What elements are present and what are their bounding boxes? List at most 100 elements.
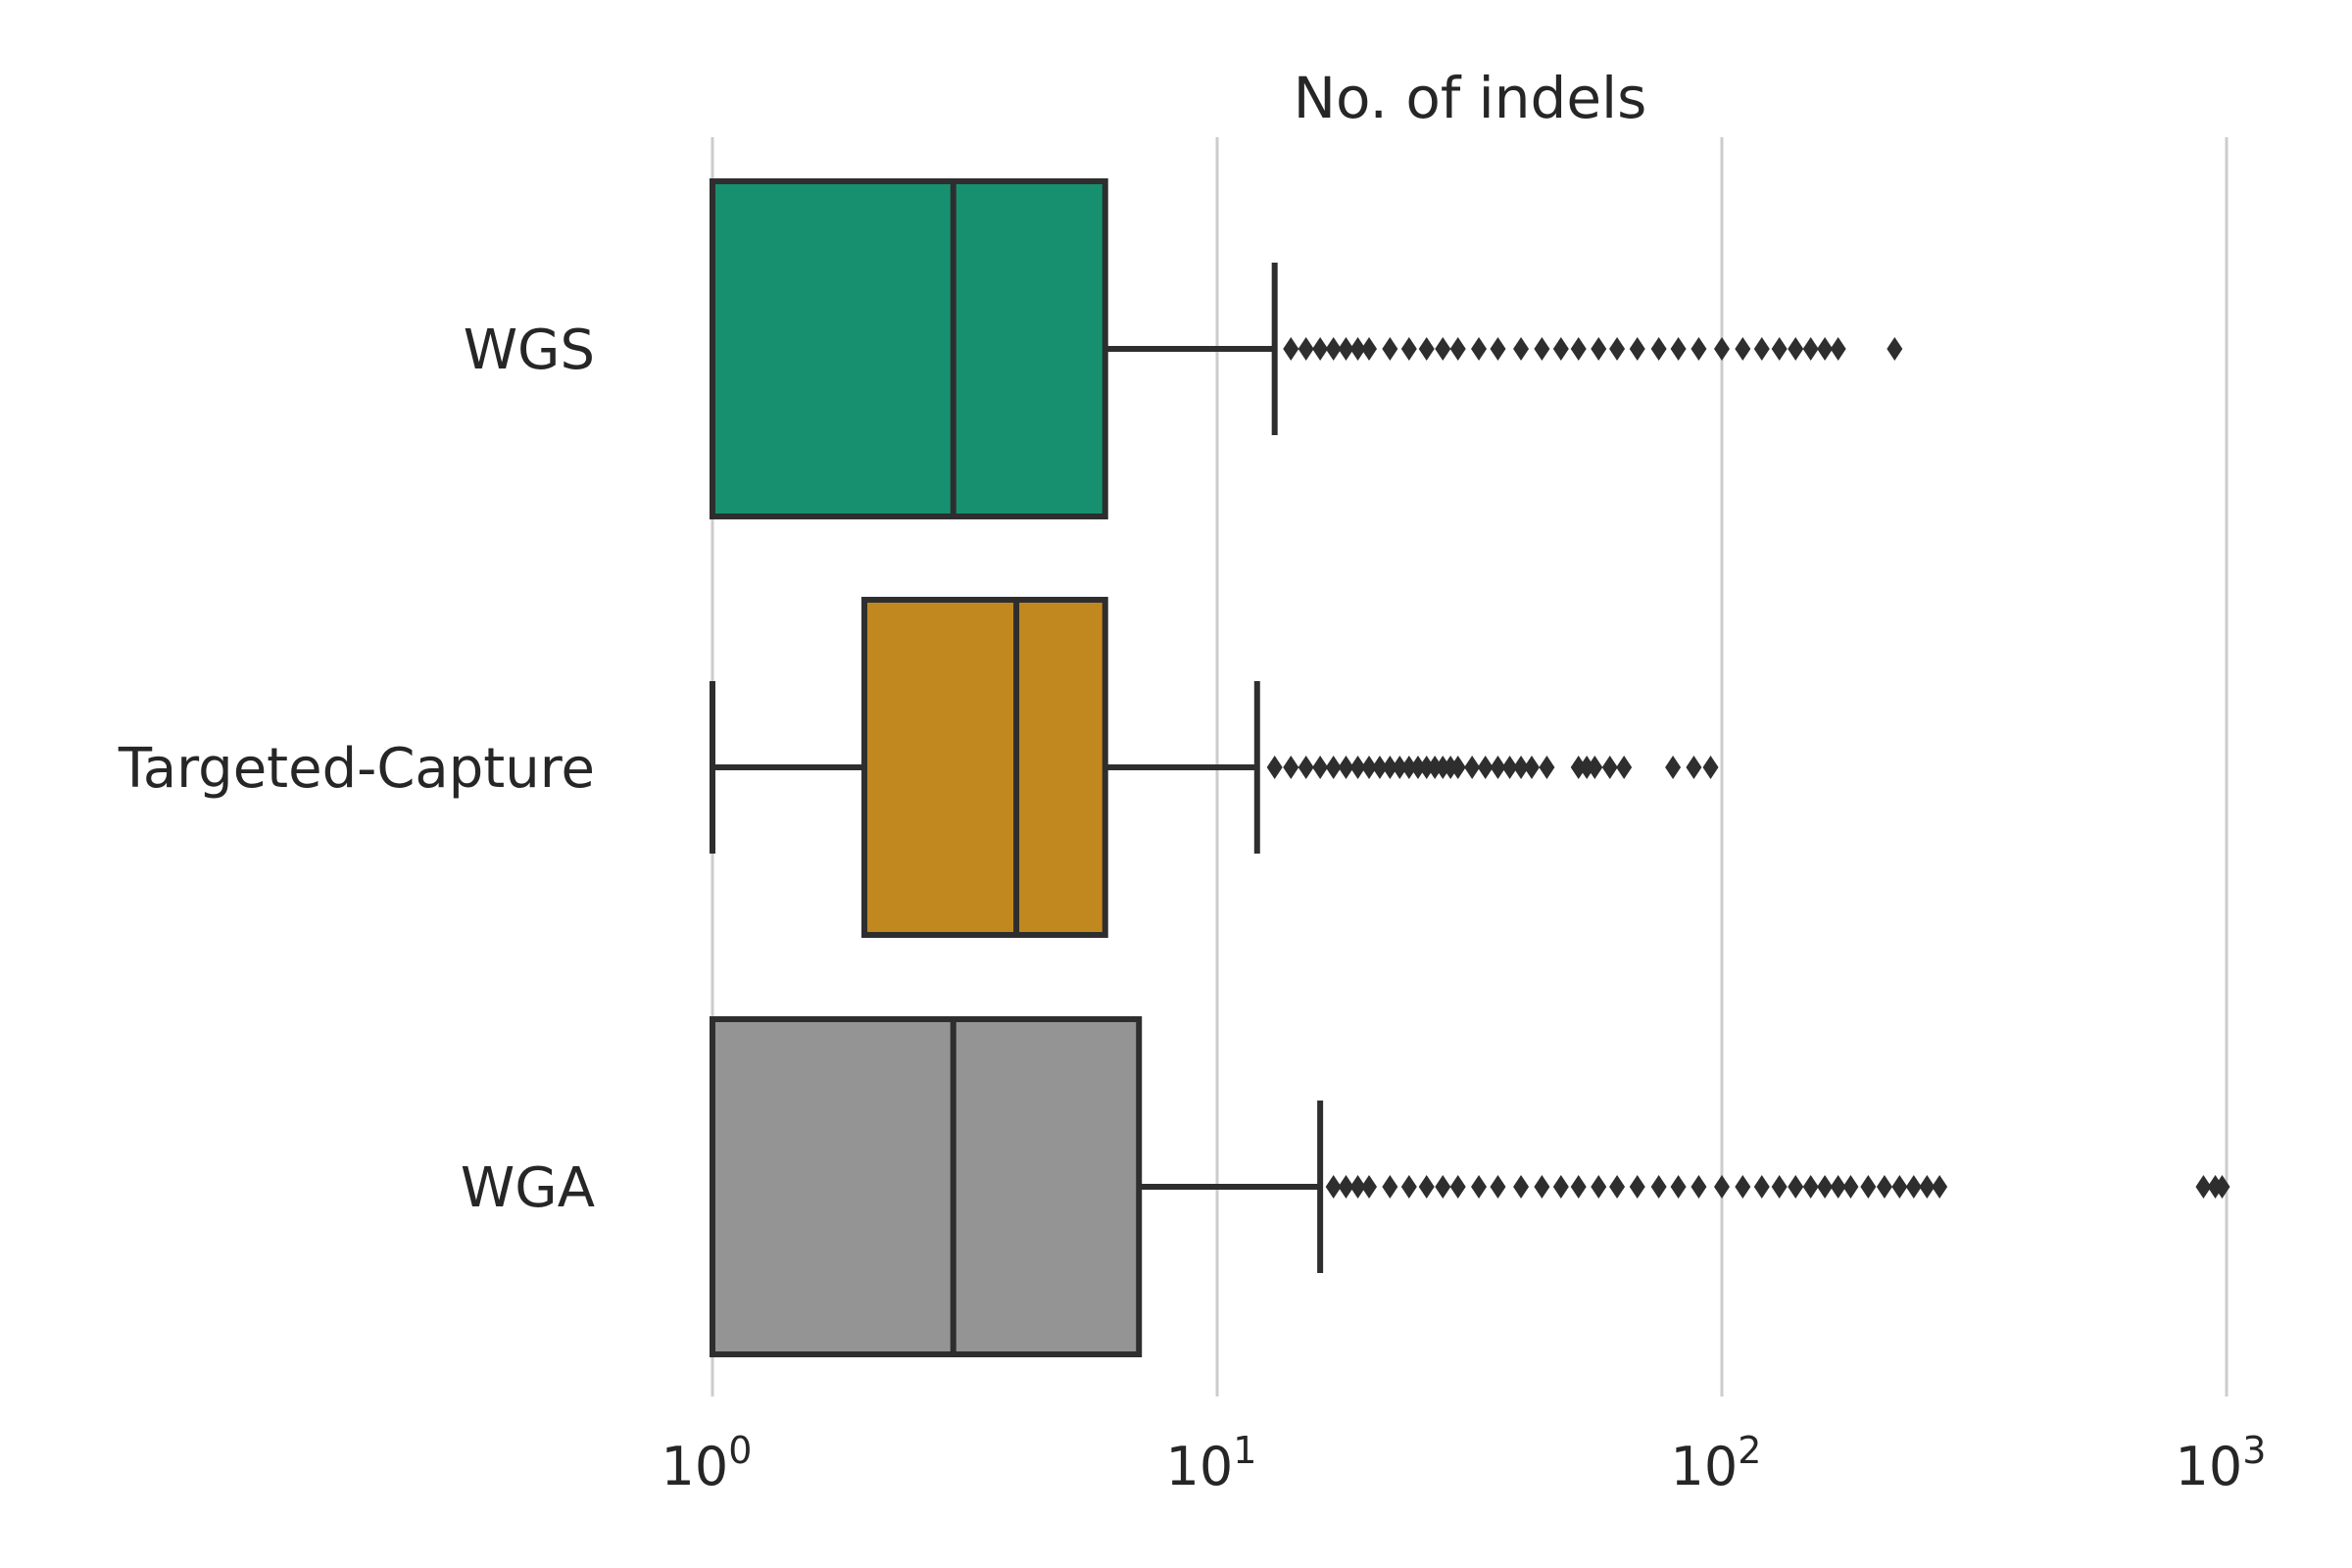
outlier-wga-31 (1876, 1175, 1892, 1199)
outlier-targeted-capture-5 (1338, 756, 1354, 779)
outlier-wga-19 (1670, 1175, 1687, 1199)
outlier-wgs-3 (1325, 337, 1342, 361)
outlier-wga-29 (1842, 1175, 1859, 1199)
outlier-targeted-capture-2 (1298, 756, 1314, 779)
outlier-targeted-capture-9 (1382, 756, 1398, 779)
outlier-wga-22 (1735, 1175, 1751, 1199)
outlier-wgs-27 (1771, 337, 1788, 361)
outlier-targeted-capture-29 (1616, 756, 1633, 779)
outlier-wga-18 (1650, 1175, 1667, 1199)
outlier-targeted-capture-27 (1587, 756, 1603, 779)
outlier-wga-25 (1788, 1175, 1804, 1199)
outlier-wgs-5 (1349, 337, 1366, 361)
outlier-wgs-13 (1490, 337, 1506, 361)
outlier-targeted-capture-3 (1312, 756, 1329, 779)
outlier-wgs-4 (1338, 337, 1354, 361)
outlier-wga-34 (1919, 1175, 1936, 1199)
outlier-wga-16 (1609, 1175, 1626, 1199)
outlier-wgs-24 (1714, 337, 1730, 361)
outlier-wgs-23 (1690, 337, 1707, 361)
outlier-wgs-21 (1650, 337, 1667, 361)
outlier-wgs-31 (1830, 337, 1846, 361)
outlier-wgs-32 (1886, 337, 1903, 361)
x-tick-label-0: 100 (662, 1429, 753, 1497)
outlier-wga-30 (1860, 1175, 1877, 1199)
outlier-targeted-capture-7 (1361, 756, 1378, 779)
outlier-wga-14 (1570, 1175, 1587, 1199)
outlier-wga-8 (1449, 1175, 1466, 1199)
outlier-targeted-capture-10 (1392, 756, 1408, 779)
outlier-wga-6 (1418, 1175, 1435, 1199)
outlier-wga-2 (1349, 1175, 1366, 1199)
outlier-targeted-capture-21 (1501, 756, 1518, 779)
outlier-targeted-capture-32 (1702, 756, 1719, 779)
outlier-wga-38 (2214, 1175, 2230, 1199)
outlier-wgs-29 (1802, 337, 1819, 361)
outlier-wga-23 (1753, 1175, 1770, 1199)
outlier-wga-10 (1490, 1175, 1506, 1199)
outlier-wgs-6 (1361, 337, 1378, 361)
box-wgs (710, 178, 1903, 519)
outlier-wgs-19 (1609, 337, 1626, 361)
outlier-wgs-0 (1283, 337, 1299, 361)
outlier-targeted-capture-12 (1409, 756, 1426, 779)
outlier-targeted-capture-8 (1371, 756, 1388, 779)
outlier-wgs-1 (1298, 337, 1314, 361)
outlier-wga-17 (1629, 1175, 1645, 1199)
outlier-wgs-11 (1449, 337, 1466, 361)
outlier-targeted-capture-13 (1418, 756, 1435, 779)
outlier-targeted-capture-28 (1601, 756, 1618, 779)
category-label-targeted-capture: Targeted-Capture (118, 737, 595, 801)
outlier-wgs-16 (1552, 337, 1569, 361)
x-tick-label-2: 102 (1671, 1429, 1762, 1497)
outlier-targeted-capture-31 (1686, 756, 1702, 779)
outlier-targeted-capture-23 (1523, 756, 1540, 779)
outlier-wgs-28 (1788, 337, 1804, 361)
outlier-targeted-capture-25 (1570, 756, 1587, 779)
outlier-wgs-20 (1629, 337, 1645, 361)
outlier-targeted-capture-24 (1539, 756, 1555, 779)
outlier-targeted-capture-30 (1665, 756, 1682, 779)
outlier-wga-11 (1513, 1175, 1530, 1199)
outlier-wgs-10 (1435, 337, 1451, 361)
outlier-wgs-14 (1513, 337, 1530, 361)
box-series (710, 178, 2230, 1357)
box-targeted-capture (710, 597, 1719, 938)
outlier-targeted-capture-17 (1449, 756, 1466, 779)
outlier-targeted-capture-22 (1513, 756, 1530, 779)
outlier-wgs-15 (1534, 337, 1550, 361)
outlier-wga-3 (1361, 1175, 1378, 1199)
outlier-targeted-capture-19 (1477, 756, 1494, 779)
outlier-targeted-capture-26 (1579, 756, 1595, 779)
outlier-targeted-capture-4 (1325, 756, 1342, 779)
outlier-wga-35 (1932, 1175, 1948, 1199)
outlier-targeted-capture-11 (1400, 756, 1417, 779)
outlier-wga-4 (1382, 1175, 1398, 1199)
outlier-wgs-25 (1735, 337, 1751, 361)
x-tick-labels: 100 101 102 103 (662, 1429, 2267, 1497)
category-label-wga: WGA (461, 1156, 595, 1220)
iqr-box-wga (710, 1016, 1143, 1357)
outlier-wgs-7 (1382, 337, 1398, 361)
outlier-wgs-2 (1312, 337, 1329, 361)
outlier-wgs-9 (1418, 337, 1435, 361)
iqr-box-wgs (710, 178, 1108, 519)
outlier-targeted-capture-14 (1427, 756, 1444, 779)
x-tick-label-3: 103 (2176, 1429, 2267, 1497)
outlier-wgs-8 (1400, 337, 1417, 361)
outlier-wga-12 (1534, 1175, 1550, 1199)
iqr-box-targeted-capture (861, 597, 1108, 938)
outlier-wga-5 (1400, 1175, 1417, 1199)
outlier-wga-36 (2195, 1175, 2212, 1199)
outlier-targeted-capture-6 (1349, 756, 1366, 779)
outlier-wga-27 (1817, 1175, 1834, 1199)
x-tick-label-1: 101 (1166, 1429, 1257, 1497)
outlier-targeted-capture-20 (1490, 756, 1506, 779)
outlier-wga-13 (1552, 1175, 1569, 1199)
outlier-wga-15 (1591, 1175, 1607, 1199)
category-label-wgs: WGS (464, 318, 595, 382)
outlier-wgs-30 (1817, 337, 1834, 361)
outlier-wgs-26 (1753, 337, 1770, 361)
outlier-wga-7 (1435, 1175, 1451, 1199)
